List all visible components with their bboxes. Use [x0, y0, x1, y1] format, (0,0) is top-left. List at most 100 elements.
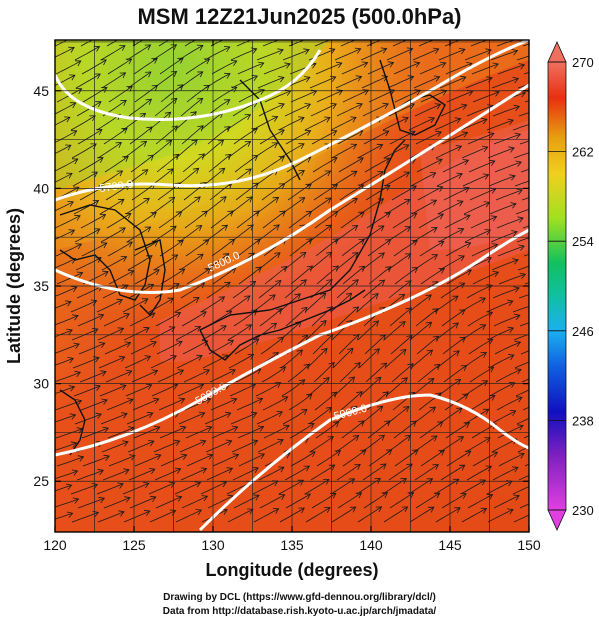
colorbar-bottom-arrow	[547, 509, 567, 531]
streamline	[70, 484, 98, 495]
streamline-arrowhead	[326, 279, 333, 286]
streamline-arrowhead	[122, 440, 129, 447]
streamline	[333, 376, 355, 397]
x-axis-label: Longitude (degrees)	[205, 560, 378, 580]
streamline	[55, 47, 75, 58]
streamline-arrowhead	[119, 227, 126, 234]
streamline-arrowhead	[351, 170, 358, 177]
streamline	[282, 49, 310, 61]
y-tick-label: 40	[33, 180, 49, 196]
streamline-arrowhead	[254, 238, 261, 245]
streamline-arrowhead	[400, 348, 407, 356]
streamline-arrowhead	[72, 497, 80, 504]
streamline	[176, 167, 199, 187]
streamline	[237, 62, 264, 75]
streamline-arrowhead	[139, 112, 147, 119]
streamline	[206, 467, 233, 481]
streamline	[337, 130, 363, 145]
streamline	[101, 441, 129, 453]
streamline-arrowhead	[168, 196, 176, 204]
streamline	[212, 267, 237, 285]
streamline	[472, 271, 499, 285]
streamline	[334, 225, 358, 243]
streamline-arrowhead	[329, 48, 336, 55]
streamline-arrowhead	[89, 115, 96, 122]
streamline-arrowhead	[464, 241, 472, 248]
streamline	[158, 398, 185, 411]
streamline-arrowhead	[454, 117, 462, 124]
streamline	[290, 265, 313, 285]
streamline-arrowhead	[352, 435, 360, 442]
streamline-arrowhead	[354, 47, 362, 54]
streamline	[184, 210, 208, 229]
streamline-arrowhead	[122, 284, 129, 291]
streamline	[174, 297, 200, 313]
streamline-arrowhead	[118, 510, 125, 517]
streamline	[103, 127, 128, 145]
streamline-arrowhead	[121, 127, 128, 134]
streamline-arrowhead	[196, 97, 204, 104]
streamline-arrowhead	[280, 265, 288, 273]
streamline	[332, 348, 354, 369]
streamline-arrowhead	[511, 49, 519, 56]
streamline	[518, 294, 529, 299]
streamline-arrowhead	[276, 411, 283, 418]
streamline-arrowhead	[428, 117, 436, 124]
coastlines	[59, 59, 446, 456]
streamline	[435, 507, 461, 523]
streamline-arrowhead	[167, 168, 174, 175]
streamline-arrowhead	[91, 483, 99, 490]
streamline-arrowhead	[456, 172, 463, 179]
streamline-arrowhead	[372, 320, 380, 327]
streamline-arrowhead	[355, 492, 363, 499]
streamline	[283, 252, 307, 271]
streamline-arrowhead	[454, 378, 462, 385]
y-tick-label: 25	[33, 473, 49, 489]
streamline	[493, 133, 521, 145]
streamline-arrowhead	[464, 214, 471, 221]
streamline-arrowhead	[144, 226, 152, 233]
streamline-arrowhead	[372, 293, 379, 300]
streamline-arrowhead	[426, 478, 434, 485]
streamline	[461, 324, 486, 341]
streamline	[305, 507, 331, 523]
streamline	[179, 71, 204, 89]
contour-5700	[55, 40, 529, 202]
streamline-arrowhead	[245, 324, 253, 331]
streamline	[442, 336, 466, 355]
streamline	[384, 171, 410, 187]
streamline-arrowhead	[67, 201, 74, 207]
streamline	[55, 442, 77, 451]
streamline-arrowhead	[456, 407, 463, 414]
streamline	[290, 90, 317, 103]
streamline-arrowhead	[117, 327, 125, 334]
colorbar: 230 238 246 254 262 270	[547, 41, 594, 531]
streamline	[183, 369, 210, 383]
colorbar-tick-label: 238	[572, 413, 594, 428]
streamline-arrowhead	[453, 350, 460, 357]
streamline	[280, 170, 305, 187]
streamline-arrowhead	[509, 174, 516, 181]
streamline-arrowhead	[513, 104, 521, 112]
streamline-arrowhead	[196, 71, 204, 78]
streamline	[516, 55, 529, 61]
streamline	[419, 241, 445, 257]
streamline-arrowhead	[66, 328, 73, 335]
streamline	[206, 281, 231, 299]
streamline	[308, 224, 332, 243]
streamline	[55, 371, 81, 383]
streamline-arrowhead	[64, 116, 71, 123]
streamline	[487, 147, 515, 159]
streamline	[460, 479, 486, 495]
streamline	[263, 425, 290, 439]
y-axis-label: Latitude (degrees)	[4, 208, 24, 364]
streamline-arrowhead	[217, 139, 225, 146]
streamline	[175, 509, 202, 523]
streamline	[102, 284, 129, 299]
streamline-arrowhead	[251, 439, 259, 446]
streamline	[96, 483, 124, 495]
streamline	[516, 237, 529, 243]
streamline	[76, 101, 102, 117]
contour-upper-nw	[55, 49, 322, 121]
streamline-arrowhead	[544, 36, 550, 42]
